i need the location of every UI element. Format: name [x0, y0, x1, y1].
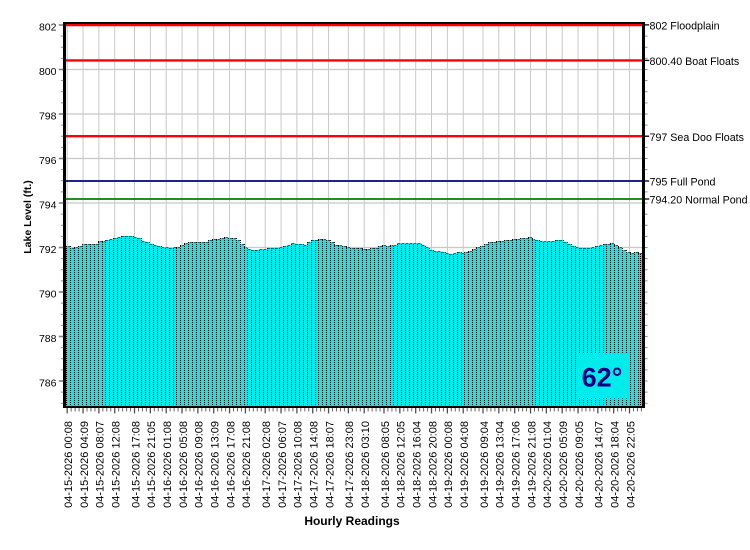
- svg-text:04-16-2026 21:08: 04-16-2026 21:08: [241, 421, 253, 508]
- svg-text:04-20-2026 22:05: 04-20-2026 22:05: [625, 421, 637, 508]
- svg-text:04-16-2026 17:08: 04-16-2026 17:08: [225, 421, 237, 508]
- svg-text:04-17-2026 10:08: 04-17-2026 10:08: [293, 421, 305, 508]
- svg-text:04-16-2026 13:09: 04-16-2026 13:09: [210, 421, 222, 508]
- svg-text:04-15-2026 12:08: 04-15-2026 12:08: [111, 421, 123, 508]
- svg-text:04-17-2026 23:08: 04-17-2026 23:08: [344, 421, 356, 508]
- svg-text:04-15-2026 00:08: 04-15-2026 00:08: [63, 421, 75, 508]
- svg-text:792: 792: [39, 244, 57, 256]
- svg-text:04-16-2026 05:08: 04-16-2026 05:08: [178, 421, 190, 508]
- svg-text:04-15-2026 04:09: 04-15-2026 04:09: [79, 421, 91, 508]
- svg-text:04-19-2026 09:04: 04-19-2026 09:04: [479, 421, 491, 508]
- svg-text:794.20 Normal Pond: 794.20 Normal Pond: [650, 195, 748, 207]
- svg-text:04-18-2026 03:10: 04-18-2026 03:10: [360, 421, 372, 508]
- svg-text:04-16-2026 09:08: 04-16-2026 09:08: [194, 421, 206, 508]
- svg-text:798: 798: [39, 111, 57, 123]
- svg-text:04-20-2026 18:04: 04-20-2026 18:04: [609, 421, 621, 508]
- svg-text:04-19-2026 21:08: 04-19-2026 21:08: [526, 421, 538, 508]
- svg-text:04-17-2026 06:07: 04-17-2026 06:07: [277, 421, 289, 508]
- svg-text:62°: 62°: [582, 363, 623, 393]
- svg-text:802 Floodplain: 802 Floodplain: [650, 21, 720, 33]
- svg-text:04-20-2026 14:07: 04-20-2026 14:07: [594, 421, 606, 508]
- svg-text:797 Sea Doo Floats: 797 Sea Doo Floats: [650, 132, 744, 144]
- svg-text:04-18-2026 12:05: 04-18-2026 12:05: [396, 421, 408, 508]
- svg-text:04-18-2026 16:04: 04-18-2026 16:04: [411, 421, 423, 508]
- svg-text:790: 790: [39, 289, 57, 301]
- svg-text:04-17-2026 14:08: 04-17-2026 14:08: [309, 421, 321, 508]
- svg-text:04-18-2026 20:08: 04-18-2026 20:08: [427, 421, 439, 508]
- svg-text:788: 788: [39, 333, 57, 345]
- svg-text:04-20-2026 05:09: 04-20-2026 05:09: [558, 421, 570, 508]
- svg-text:04-15-2026 17:08: 04-15-2026 17:08: [130, 421, 142, 508]
- svg-text:04-15-2026 21:05: 04-15-2026 21:05: [146, 421, 158, 508]
- svg-text:Hourly Readings: Hourly Readings: [304, 514, 400, 528]
- svg-text:04-15-2026 08:07: 04-15-2026 08:07: [95, 421, 107, 508]
- svg-text:04-20-2026 09:05: 04-20-2026 09:05: [574, 421, 586, 508]
- svg-text:800: 800: [39, 66, 57, 78]
- svg-text:04-16-2026 01:08: 04-16-2026 01:08: [162, 421, 174, 508]
- svg-text:04-20-2026 01:04: 04-20-2026 01:04: [542, 421, 554, 508]
- svg-text:04-17-2026 18:07: 04-17-2026 18:07: [324, 421, 336, 508]
- svg-text:04-17-2026 02:08: 04-17-2026 02:08: [261, 421, 273, 508]
- svg-text:Lake Level (ft.): Lake Level (ft.): [22, 180, 34, 254]
- svg-text:795 Full Pond: 795 Full Pond: [650, 177, 716, 189]
- svg-text:802: 802: [39, 22, 57, 34]
- svg-text:794: 794: [39, 200, 57, 212]
- svg-text:04-19-2026 13:04: 04-19-2026 13:04: [495, 421, 507, 508]
- svg-text:800.40 Boat Floats: 800.40 Boat Floats: [650, 56, 740, 68]
- svg-text:04-19-2026 04:08: 04-19-2026 04:08: [459, 421, 471, 508]
- svg-text:04-19-2026 00:08: 04-19-2026 00:08: [443, 421, 455, 508]
- svg-text:04-19-2026 17:06: 04-19-2026 17:06: [510, 421, 522, 508]
- svg-text:04-18-2026 08:05: 04-18-2026 08:05: [380, 421, 392, 508]
- svg-text:786: 786: [39, 378, 57, 390]
- svg-text:796: 796: [39, 155, 57, 167]
